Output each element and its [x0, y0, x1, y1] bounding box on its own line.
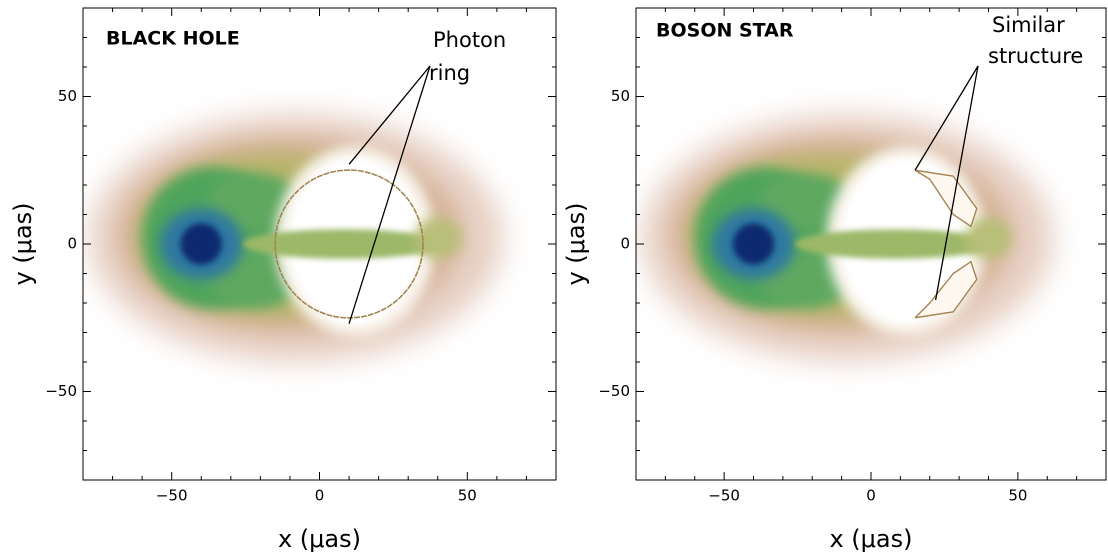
x-tick-label: −50 — [708, 487, 740, 505]
jet-band — [242, 229, 444, 259]
y-tick-label: 50 — [611, 87, 630, 105]
y-axis-label: y (μas) — [562, 202, 590, 285]
y-tick-label: 0 — [67, 235, 77, 253]
y-tick-label: 50 — [58, 87, 77, 105]
x-tick-label: 50 — [1008, 487, 1027, 505]
x-tick-label: 0 — [315, 487, 325, 505]
jet-band — [794, 229, 995, 259]
annotation-text: structure — [988, 44, 1083, 68]
y-tick-label: 0 — [620, 235, 630, 253]
x-axis-label: x (μas) — [278, 525, 361, 553]
image-area — [88, 113, 503, 363]
photon-ring — [274, 169, 424, 319]
core — [732, 223, 775, 265]
image-area — [641, 114, 1054, 362]
annotation-text: Photon — [433, 28, 506, 52]
annotation-text: Similar — [992, 13, 1065, 37]
x-tick-label: 50 — [458, 487, 477, 505]
x-tick-label: −50 — [156, 487, 188, 505]
y-tick-label: −50 — [45, 382, 77, 400]
crescent — [914, 260, 978, 319]
annotation-text: ring — [429, 61, 470, 85]
core — [180, 223, 222, 265]
panel-title: BLACK HOLE — [106, 28, 240, 50]
x-axis-label: x (μas) — [829, 525, 912, 553]
jet-tip — [965, 217, 1012, 259]
annotation-line — [914, 65, 979, 171]
annotation-line — [348, 65, 431, 324]
y-axis-label: y (μas) — [9, 202, 37, 285]
annotation-line — [348, 65, 431, 165]
annotation-line — [934, 65, 979, 301]
crescent — [914, 169, 978, 228]
jet-tip — [414, 217, 462, 259]
panel-title: BOSON STAR — [656, 20, 794, 42]
y-tick-label: −50 — [598, 382, 630, 400]
x-tick-label: 0 — [866, 487, 876, 505]
